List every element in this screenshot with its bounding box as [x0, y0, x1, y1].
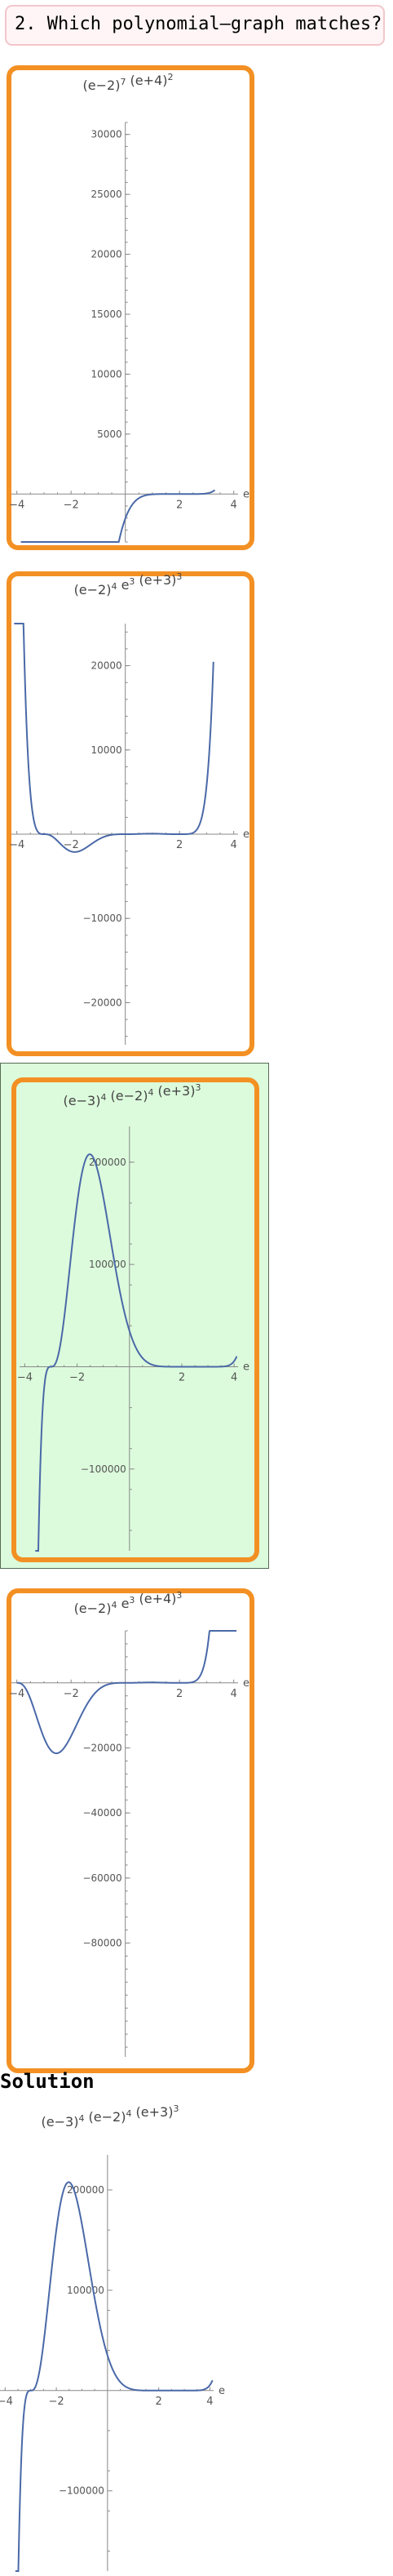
y-tick-label: −100000 — [81, 1463, 126, 1475]
chart-group: (e−3)4 (e−2)4 (e+3)3e−4 −2 2 4−100000100000… — [0, 2103, 225, 2572]
y-tick-label: 200000 — [89, 1157, 126, 1168]
chart-group: (e−2)4 e3 (e+4)3e−4 −2 2 4−80000−60000−4000… — [9, 1590, 249, 2057]
series-line — [15, 2181, 214, 2572]
title-exponent: 2 — [167, 72, 173, 82]
x-tick-label: 2 — [156, 2396, 162, 2408]
title-factor: (e+3) — [131, 2104, 173, 2120]
x-tick-label: −2 — [48, 2396, 64, 2408]
title-exponent: 3 — [129, 1595, 135, 1606]
series-line — [35, 1153, 238, 1552]
x-tick-label: −2 — [69, 1371, 85, 1383]
title-factor: e — [117, 1596, 129, 1611]
title-factor: (e+3) — [135, 572, 176, 588]
x-tick-label: 4 — [231, 839, 237, 851]
title-exponent: 3 — [176, 571, 182, 582]
x-tick-label: −4 — [9, 1688, 24, 1700]
x-tick-label: −2 — [64, 839, 79, 851]
y-tick-label: 25000 — [91, 189, 121, 200]
title-exponent: 3 — [195, 1082, 201, 1093]
y-tick-label: 30000 — [91, 129, 121, 140]
title-exponent: 3 — [173, 2103, 179, 2114]
x-axis-label: e — [243, 1677, 249, 1690]
title-factor: (e+3) — [153, 1083, 195, 1099]
chart-title: (e−2)7 (e+4)2 — [83, 72, 174, 93]
y-tick-label: −60000 — [82, 1872, 121, 1884]
y-tick-label: 100000 — [89, 1259, 126, 1270]
y-tick-label: −10000 — [82, 913, 121, 924]
y-tick-label: −20000 — [82, 1742, 121, 1753]
option-card-2[interactable] — [7, 571, 254, 1056]
chart-title: (e−2)4 e3 (e+3)3 — [74, 571, 183, 597]
y-tick-label: 20000 — [91, 660, 121, 672]
chart-title: (e−3)4 (e−2)4 (e+3)3 — [42, 2103, 179, 2130]
x-tick-label: 2 — [176, 839, 183, 851]
x-tick-label: 2 — [176, 499, 183, 511]
title-factor: (e−2) — [74, 582, 112, 597]
y-tick-label: 200000 — [67, 2184, 104, 2196]
solution-heading: Solution — [0, 2070, 95, 2093]
title-exponent: 4 — [111, 581, 117, 592]
title-exponent: 4 — [78, 2113, 84, 2124]
chart-title: (e−3)4 (e−2)4 (e+3)3 — [64, 1082, 201, 1108]
series-line — [20, 489, 216, 543]
series-line — [14, 623, 214, 853]
question-header: 2. Which polynomial–graph matches? — [5, 5, 385, 46]
x-axis-label: e — [243, 488, 249, 500]
title-factor: (e−3) — [42, 2114, 79, 2130]
y-tick-label: 10000 — [91, 368, 121, 380]
x-tick-label: −4 — [9, 499, 24, 511]
y-tick-label: 10000 — [91, 744, 121, 756]
title-exponent: 3 — [129, 576, 135, 587]
y-tick-label: −40000 — [82, 1807, 121, 1819]
chart-group: (e−3)4 (e−2)4 (e+3)3e−4 −2 2 4−100000100000… — [17, 1082, 249, 1552]
y-tick-label: 5000 — [97, 429, 122, 440]
x-tick-label: −4 — [0, 2396, 13, 2408]
title-factor: (e−2) — [83, 78, 121, 93]
x-tick-label: 4 — [231, 499, 237, 511]
title-exponent: 7 — [120, 77, 126, 87]
option-card-4[interactable] — [7, 1588, 254, 2073]
series-line — [16, 1630, 237, 1755]
y-tick-label: −20000 — [82, 997, 121, 1008]
y-tick-label: −80000 — [82, 1938, 121, 1949]
title-exponent: 4 — [111, 1600, 117, 1610]
title-factor: (e+4) — [126, 73, 167, 88]
title-factor: (e−2) — [84, 2109, 126, 2125]
chart-group: (e−2)7 (e+4)2e−4 −2 2 450001000015000200002… — [9, 72, 249, 543]
title-factor: (e−3) — [64, 1093, 101, 1108]
x-tick-label: 2 — [176, 1688, 183, 1700]
y-tick-label: −100000 — [59, 2485, 104, 2497]
title-factor: (e−2) — [74, 1601, 112, 1616]
option-card-1[interactable] — [7, 65, 254, 550]
x-axis-label: e — [219, 2385, 225, 2397]
x-tick-label: −4 — [9, 839, 24, 851]
y-tick-label: 15000 — [91, 309, 121, 320]
title-exponent: 3 — [176, 1590, 182, 1601]
title-factor: (e+4) — [135, 1591, 176, 1606]
title-factor: (e−2) — [106, 1088, 148, 1104]
x-axis-label: e — [243, 828, 249, 841]
chart-title: (e−2)4 e3 (e+4)3 — [74, 1590, 183, 1616]
title-exponent: 4 — [126, 2108, 131, 2119]
x-tick-label: 2 — [179, 1371, 185, 1383]
title-exponent: 4 — [148, 1087, 153, 1098]
y-tick-label: 100000 — [67, 2285, 104, 2296]
title-factor: e — [117, 577, 129, 593]
x-axis-label: e — [243, 1361, 249, 1373]
title-exponent: 4 — [100, 1092, 106, 1103]
chart-group: (e−2)4 e3 (e+3)3e−4 −2 2 4−20000−1000010000… — [9, 571, 249, 1045]
x-tick-label: 4 — [231, 1688, 237, 1700]
y-tick-label: 20000 — [91, 249, 121, 260]
option-card-3[interactable] — [11, 1077, 259, 1562]
x-tick-label: 4 — [206, 2396, 213, 2408]
x-tick-label: −2 — [64, 499, 79, 511]
x-tick-label: −4 — [17, 1371, 33, 1383]
x-tick-label: 4 — [231, 1371, 237, 1383]
x-tick-label: −2 — [64, 1688, 79, 1700]
